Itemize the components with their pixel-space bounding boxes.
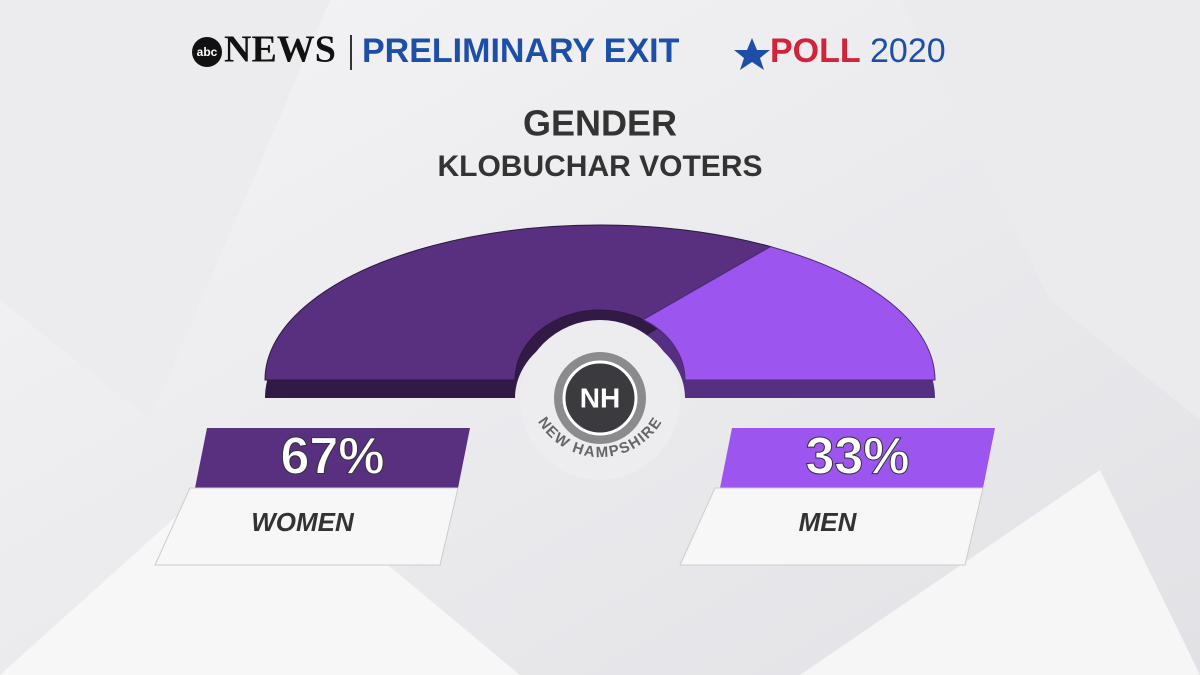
logo: abc	[197, 45, 218, 59]
background-shape	[0, 0, 330, 420]
header: abc NEWS PRELIMINARY EXIT POLL 2020	[192, 29, 946, 71]
header-poll: POLL	[770, 32, 861, 70]
value-label: 33%	[805, 428, 909, 486]
category-label: MEN	[799, 507, 858, 537]
value-box	[720, 428, 995, 488]
background-shape	[800, 470, 1200, 675]
chart-subtitle: KLOBUCHAR VOTERS	[437, 150, 762, 183]
badge-abbr: NH	[580, 382, 620, 413]
slice	[642, 246, 936, 381]
slice	[264, 224, 772, 381]
background-shape	[900, 0, 1200, 420]
chart-title: GENDER	[523, 103, 677, 144]
star	[734, 38, 770, 70]
donut	[264, 224, 936, 398]
badge-inner	[562, 360, 638, 436]
logo-circle	[192, 37, 222, 67]
brand: NEWS	[224, 29, 336, 71]
value-box	[195, 428, 470, 488]
category-box	[154, 487, 459, 566]
category-box	[679, 487, 984, 566]
header-year: 2020	[870, 32, 946, 70]
labels: 67% WOMEN 33% MEN	[154, 427, 995, 566]
header-title: PRELIMINARY EXIT	[362, 32, 680, 70]
badge: NH NEW HAMPSHIRE	[520, 320, 680, 480]
value-label: 67%	[280, 428, 384, 486]
category-label: WOMEN	[251, 507, 355, 537]
